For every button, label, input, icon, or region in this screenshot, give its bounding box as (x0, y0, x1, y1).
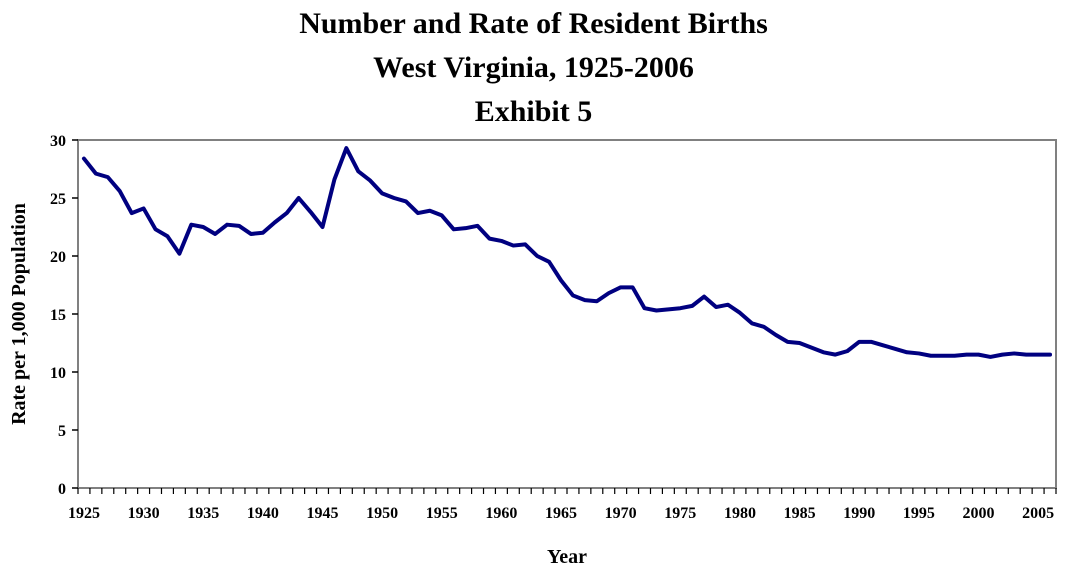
y-tick-label: 10 (50, 365, 66, 382)
x-tick-label: 1990 (843, 505, 875, 522)
y-tick-label: 20 (50, 249, 66, 266)
y-axis-title: Rate per 1,000 Population (8, 203, 30, 425)
x-tick-label: 1965 (545, 505, 577, 522)
chart-title-line-2: West Virginia, 1925-2006 (373, 51, 694, 84)
x-tick-label: 1940 (247, 505, 279, 522)
x-tick-label: 1975 (664, 505, 696, 522)
x-tick-label: 2005 (1022, 505, 1054, 522)
chart-title-line-1: Number and Rate of Resident Births (299, 7, 768, 40)
y-tick-label: 5 (58, 423, 66, 440)
x-tick-label: 1970 (605, 505, 637, 522)
x-tick-label: 1960 (485, 505, 517, 522)
x-tick-label: 1980 (724, 505, 756, 522)
x-tick-label: 1955 (426, 505, 458, 522)
x-tick-label: 2000 (962, 505, 994, 522)
x-tick-label: 1945 (307, 505, 339, 522)
y-tick-label: 15 (50, 307, 66, 324)
y-tick-label: 0 (58, 481, 66, 498)
x-tick-label: 1925 (68, 505, 100, 522)
x-axis-title: Year (547, 546, 587, 568)
x-tick-label: 1995 (903, 505, 935, 522)
plot-area-frame (77, 139, 1057, 489)
x-tick-label: 1950 (366, 505, 398, 522)
x-tick-label: 1930 (128, 505, 160, 522)
y-tick-label: 30 (50, 133, 66, 150)
x-tick-label: 1935 (187, 505, 219, 522)
series-line (81, 146, 1053, 359)
y-axis: 0 5 10 15 20 25 30 (50, 133, 78, 498)
series-layer (81, 146, 1053, 359)
y-tick-label: 25 (50, 191, 66, 208)
chart-title-line-3: Exhibit 5 (474, 95, 593, 128)
x-axis: 1925 1930 1935 1940 1945 1950 1955 1960 1965 1970… (68, 488, 1057, 522)
chart-title: Number and Rate of Resident Births West … (0, 2, 1067, 134)
x-tick-label: 1985 (784, 505, 816, 522)
